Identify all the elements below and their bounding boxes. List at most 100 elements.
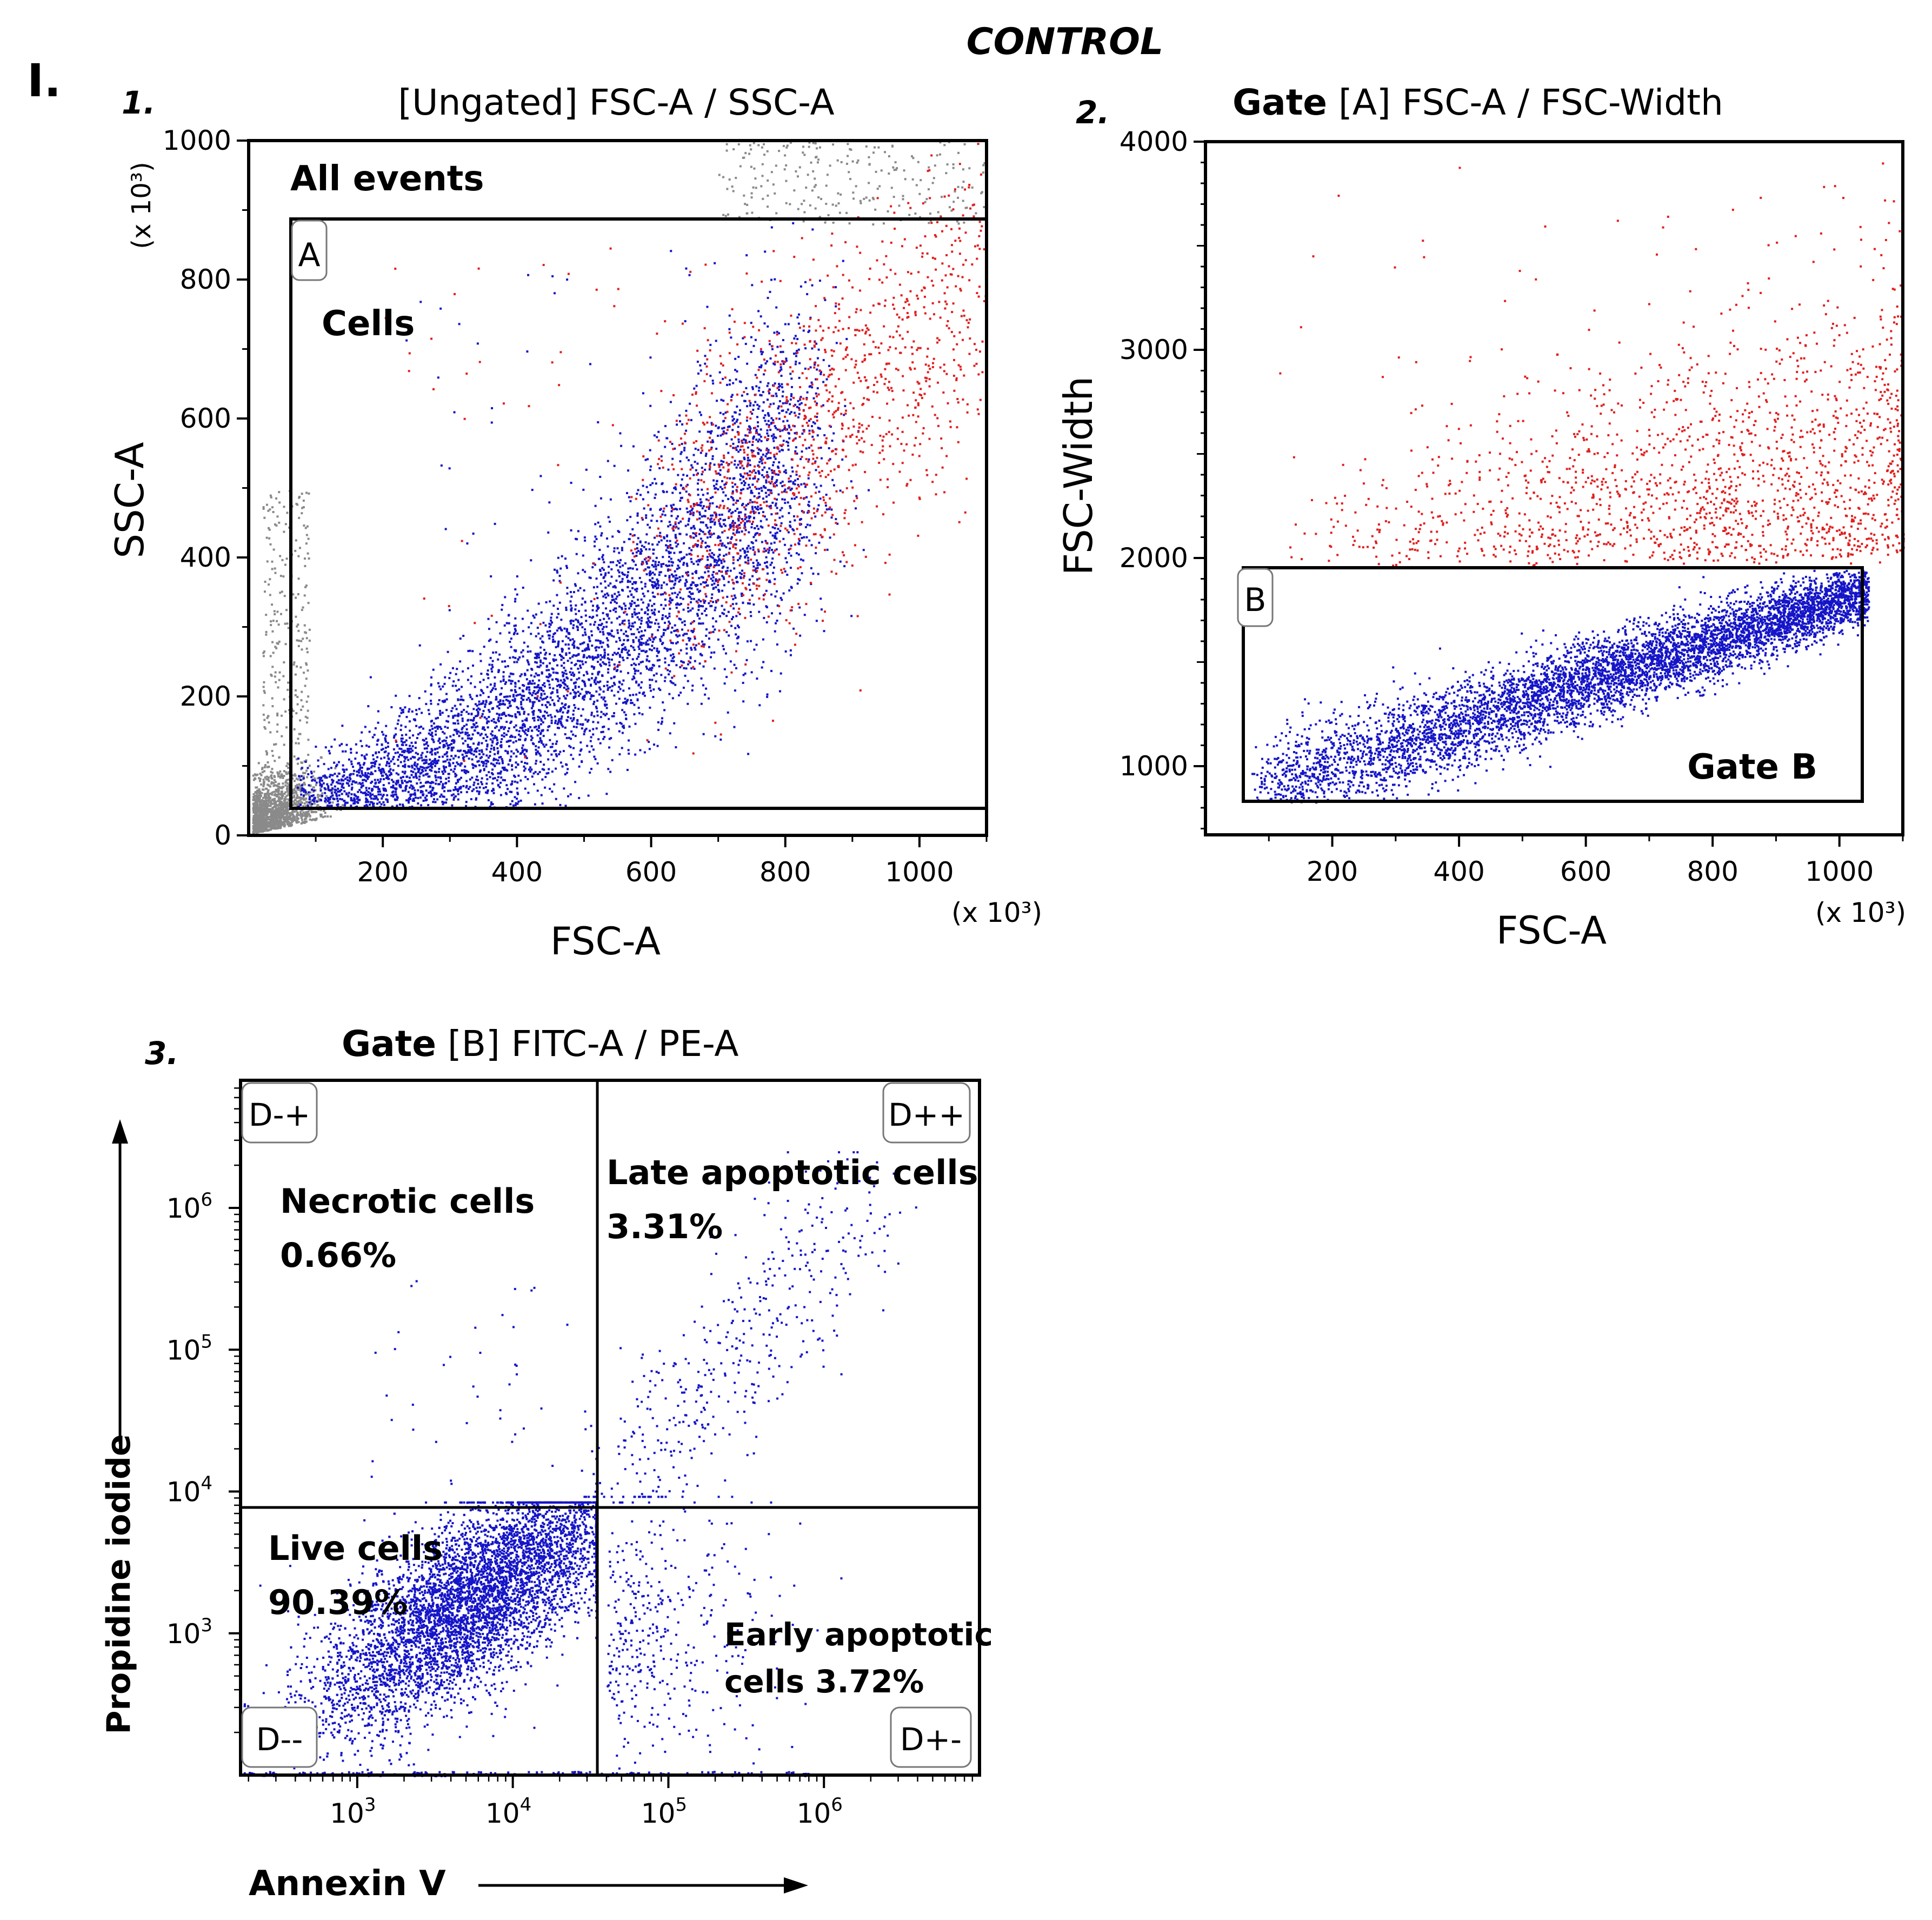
panel-1-point-gated — [508, 727, 510, 729]
panel-1-point-gated — [530, 559, 532, 562]
panel-1-point-gated — [554, 749, 557, 752]
panel-1-point-gated — [831, 440, 834, 442]
panel-1-point-ungated — [722, 176, 725, 178]
panel-1-point-gated — [594, 540, 596, 543]
panel-1-point-gated — [607, 632, 609, 635]
panel-1-point-ungated — [272, 510, 275, 513]
panel-1-point-gated — [768, 467, 771, 470]
panel-1-point-gated — [811, 425, 814, 428]
panel-1-point-gated — [558, 753, 561, 755]
panel-1-point-ungated — [802, 151, 804, 154]
panel-1-point-gated — [553, 702, 556, 705]
panel-1-point-ungated — [816, 161, 819, 164]
panel-1-point-gated — [815, 552, 817, 555]
panel-1-point-gated — [610, 689, 613, 692]
panel-1-point-ungated — [305, 491, 308, 494]
panel-1-point-ungated — [302, 499, 305, 502]
panel-1-point-gated — [561, 640, 564, 642]
panel-1-point-gated — [419, 786, 422, 788]
panel-1-point-gated — [739, 549, 742, 552]
panel-1-point-gated — [371, 788, 374, 791]
panel-1-point-gated — [493, 748, 496, 751]
panel-1-point-ungated — [301, 761, 303, 764]
panel-1-point-gated — [577, 621, 579, 623]
panel-1-point-gated — [748, 441, 751, 443]
panel-1-point-gated — [649, 404, 652, 407]
panel-1-point-gated — [521, 751, 524, 754]
panel-1-title: [Ungated] FSC-A / SSC-A — [398, 82, 834, 123]
panel-1-point-gated — [488, 709, 490, 712]
panel-1-point-gated — [727, 451, 730, 454]
panel-1-point-gated — [621, 549, 623, 552]
panel-1-point-gated — [624, 648, 627, 651]
panel-1-point-gated — [454, 768, 456, 770]
panel-1-point-gated — [530, 739, 532, 741]
panel-1-point-gated — [435, 733, 437, 736]
panel-1-point-gated — [735, 602, 738, 605]
panel-1-point-gated — [706, 544, 709, 547]
panel-1-point-gated — [373, 785, 376, 788]
panel-1-point-ungated — [296, 813, 298, 816]
panel-1-point-gated — [589, 771, 591, 774]
panel-1-point-gated — [459, 764, 462, 767]
panel-1-point-gated — [310, 772, 313, 775]
panel-1-point-gated — [477, 710, 479, 713]
panel-1-point-gated — [415, 725, 418, 727]
panel-1-point-gated — [611, 594, 614, 597]
panel-1-point-gated — [448, 776, 450, 779]
panel-1-point-gated — [466, 732, 469, 734]
panel-1-point-gated — [702, 622, 704, 625]
panel-1-point-gated — [760, 350, 762, 353]
panel-1-point-ungated — [292, 789, 295, 792]
panel-1-point-gated — [399, 786, 402, 789]
panel-1-point-gated — [768, 457, 770, 460]
panel-1-point-gated — [670, 641, 672, 644]
panel-1-point-gated — [744, 518, 747, 521]
panel-1-point-gated — [495, 641, 498, 643]
panel-1-point-gated — [357, 790, 359, 793]
panel-1-point-gated — [697, 559, 700, 561]
panel-1-point-gated — [663, 647, 666, 649]
panel-1-point-ungated — [293, 810, 296, 813]
panel-1-point-ungated — [814, 207, 817, 210]
panel-1-point-gated — [569, 657, 571, 660]
panel-1-point-gated — [637, 489, 639, 491]
panel-1-point-gated — [399, 728, 402, 731]
panel-1-point-gated — [387, 757, 390, 760]
panel-1-point-gated — [806, 523, 809, 526]
panel-1-point-gated — [708, 637, 710, 640]
panel-1-point-gated — [600, 696, 603, 699]
panel-1-point-gated — [715, 340, 717, 342]
panel-1-point-gated — [649, 639, 651, 641]
panel-1-point-gated — [520, 706, 523, 709]
panel-1-point-gated — [674, 577, 677, 580]
panel-1-point-gated — [559, 686, 562, 688]
panel-1-point-ungated — [755, 187, 757, 189]
panel-1-point-gated — [391, 758, 394, 761]
panel-1-point-gated — [762, 401, 765, 404]
panel-1-point-gated — [781, 484, 784, 487]
panel-1-point-gated — [731, 618, 734, 621]
panel-1-point-gated — [748, 483, 750, 486]
panel-1-point-gated — [749, 402, 752, 404]
panel-1-point-gated — [704, 454, 707, 457]
panel-1-point-gated — [432, 781, 435, 784]
panel-1-point-gated — [369, 676, 372, 679]
panel-1-point-gated — [452, 741, 455, 744]
panel-1-point-gated — [584, 685, 587, 687]
panel-1-point-ungated — [269, 494, 272, 497]
panel-1-point-gated — [674, 592, 676, 594]
panel-1-point-gated — [619, 581, 622, 583]
panel-1-point-gated — [536, 666, 539, 668]
panel-1-point-ungated — [280, 823, 283, 826]
panel-1-point-gated — [572, 627, 575, 629]
panel-1-point-gated — [778, 385, 781, 388]
panel-1-point-gated — [797, 313, 800, 316]
panel-1-point-ungated — [254, 813, 257, 816]
panel-1-point-gated — [782, 350, 784, 353]
panel-1-point-ungated — [265, 536, 268, 539]
panel-1-point-gated — [564, 669, 567, 672]
panel-1-point-gated — [539, 733, 542, 735]
panel-1-point-gated — [513, 774, 516, 777]
panel-1-point-gated — [672, 653, 675, 656]
